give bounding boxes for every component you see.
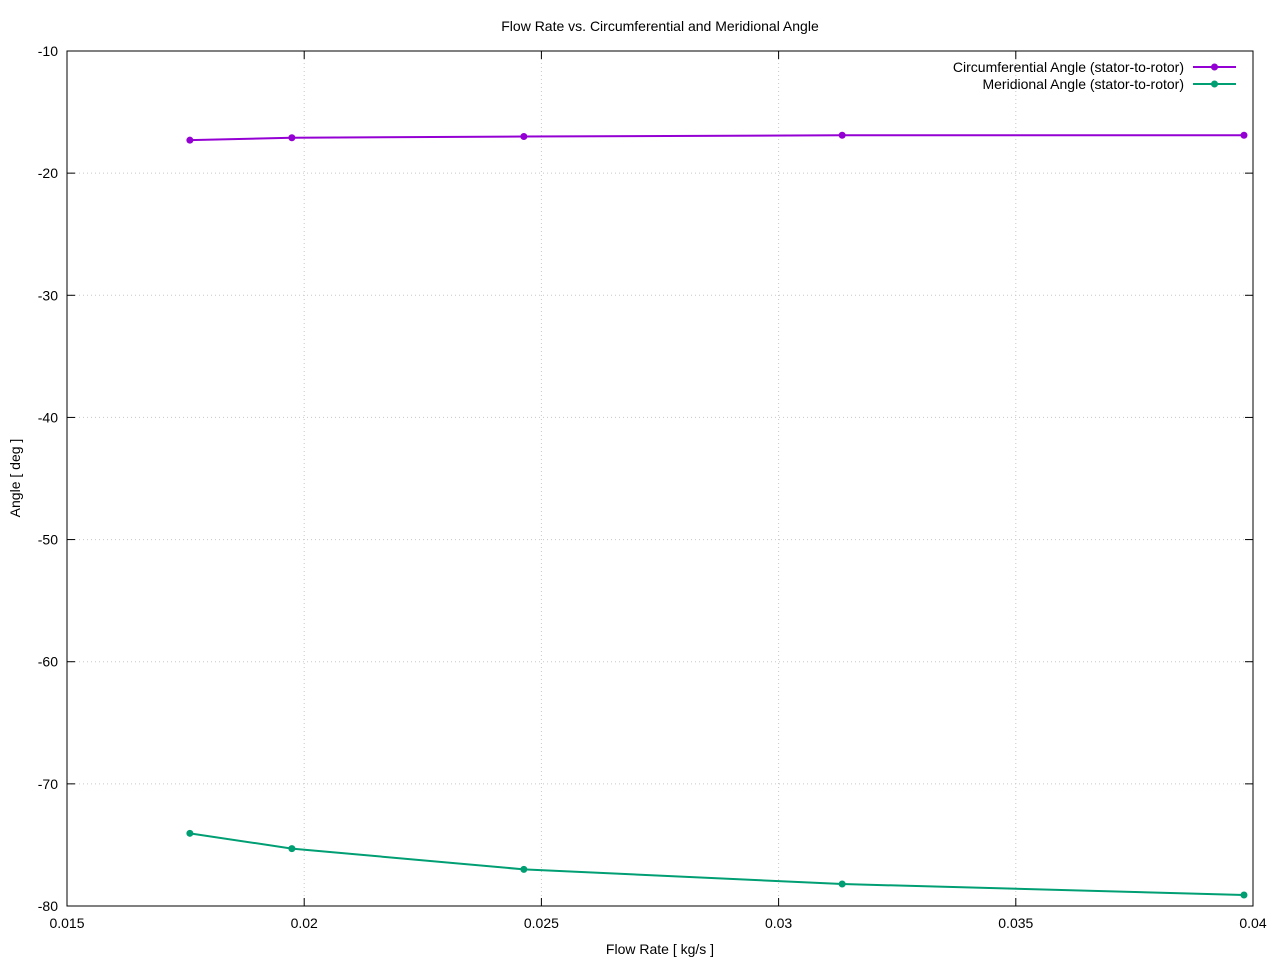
y-tick-label: -10 (38, 43, 58, 59)
x-tick-label: 0.025 (524, 915, 559, 931)
y-axis-label: Angle [ deg ] (7, 439, 23, 518)
y-tick-label: -20 (38, 165, 58, 181)
plot-frame (66, 50, 1254, 907)
legend-label: Circumferential Angle (stator-to-rotor) (953, 59, 1184, 75)
legend-label: Meridional Angle (stator-to-rotor) (982, 76, 1184, 92)
data-point (186, 136, 194, 144)
x-tick-label: 0.03 (765, 915, 792, 931)
x-tick-label: 0.015 (49, 915, 84, 931)
legend: Circumferential Angle (stator-to-rotor)M… (953, 59, 1236, 92)
data-point (288, 845, 296, 853)
legend-marker (1211, 80, 1218, 88)
series-line (189, 832, 1245, 897)
legend-marker (1211, 63, 1218, 71)
y-tick-label: -40 (38, 409, 58, 425)
chart-title: Flow Rate vs. Circumferential and Meridi… (501, 18, 819, 34)
data-point (1240, 131, 1248, 139)
grid (67, 51, 1253, 906)
y-tick-label: -30 (38, 287, 58, 303)
series-1 (186, 829, 1248, 899)
x-tick-label: 0.035 (998, 915, 1033, 931)
x-tick-label: 0.02 (291, 915, 318, 931)
data-point (520, 865, 528, 873)
series-group (186, 131, 1248, 899)
x-tick-label: 0.04 (1239, 915, 1266, 931)
y-tick-label: -80 (38, 898, 58, 914)
data-point (520, 133, 528, 140)
data-point (838, 880, 846, 888)
series-line (189, 134, 1244, 142)
data-point (186, 829, 194, 837)
series-0 (186, 131, 1248, 144)
y-tick-label: -50 (38, 532, 58, 548)
data-point (288, 134, 296, 142)
data-point (1240, 891, 1248, 899)
y-tick-label: -60 (38, 654, 58, 670)
y-tick-label: -70 (38, 776, 58, 792)
x-axis-label: Flow Rate [ kg/s ] (606, 941, 714, 957)
ticks: 0.015 0.02 0.025 0.03 0.035 0.04 -10 -20 -30 -40 -… (38, 43, 1267, 931)
data-point (838, 131, 846, 139)
